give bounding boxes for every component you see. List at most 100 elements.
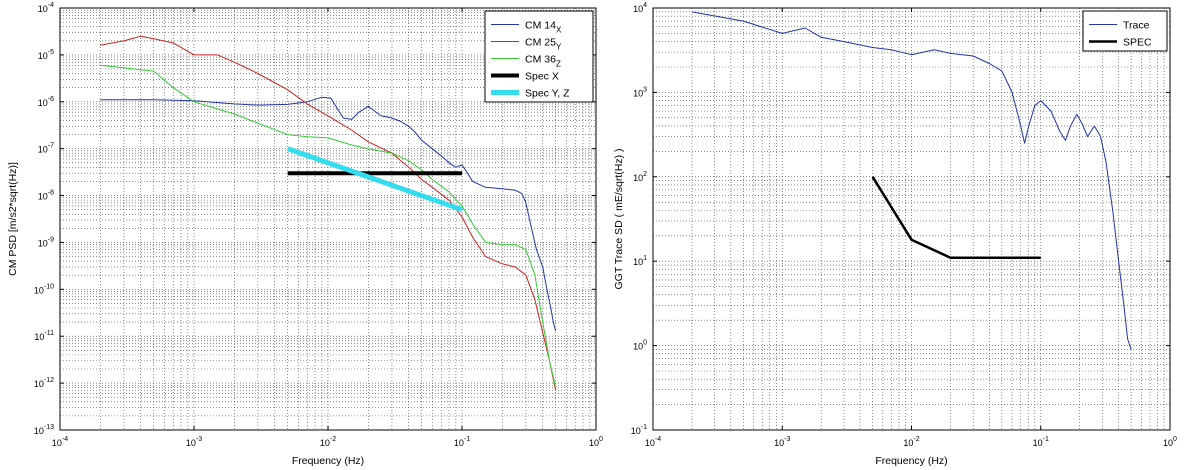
x-tick-base: 10	[52, 438, 62, 448]
y-tick-label: 10-12	[34, 377, 54, 389]
y-tick-exponent: -5	[48, 49, 54, 56]
x-tick-label: 10-1	[1033, 436, 1049, 448]
y-tick-base: 10	[34, 379, 44, 389]
y-tick-base: 10	[633, 173, 643, 183]
right-y-axis-label: GGT Trace SD ( mE/sqrt(Hz) )	[613, 149, 625, 290]
series-line-1	[871, 176, 1041, 259]
y-tick-label: 10-9	[38, 236, 54, 248]
legend-label: CM 14X	[525, 20, 562, 35]
y-tick-exponent: -11	[44, 330, 54, 337]
y-tick-exponent: -8	[48, 190, 54, 197]
right-x-axis-label: Frequency (Hz)	[875, 455, 947, 467]
x-tick-exponent: 0	[1173, 436, 1177, 443]
y-tick-base: 10	[633, 342, 643, 352]
legend-series-subscript: X	[556, 26, 562, 35]
x-tick-exponent: -4	[655, 436, 661, 443]
x-tick-base: 10	[454, 438, 464, 448]
y-tick-exponent: -12	[44, 377, 54, 384]
legend-series-name: Spec Y, Z	[525, 88, 570, 100]
legend-label: Spec X	[525, 71, 559, 83]
y-tick-label: 102	[633, 171, 647, 183]
x-tick-exponent: -3	[196, 436, 202, 443]
y-tick-label: 101	[633, 255, 647, 267]
x-tick-label: 10-4	[52, 436, 68, 448]
y-tick-label: 100	[633, 340, 647, 352]
y-tick-base: 10	[38, 192, 48, 202]
series-line-1	[100, 35, 557, 391]
x-tick-label: 10-3	[186, 436, 202, 448]
x-tick-base: 10	[1033, 438, 1043, 448]
y-tick-label: 104	[633, 2, 647, 14]
y-tick-label: 10-10	[34, 283, 54, 295]
y-tick-label: 10-5	[38, 49, 54, 61]
x-tick-label: 10-2	[903, 436, 919, 448]
legend-series-name: CM 25	[525, 37, 556, 49]
x-tick-label: 100	[589, 436, 603, 448]
legend-label: Trace	[1123, 20, 1150, 32]
y-tick-exponent: -10	[44, 283, 54, 290]
y-tick-exponent: 2	[643, 171, 647, 178]
legend-series-subscript: Y	[556, 43, 562, 52]
y-tick-base: 10	[633, 257, 643, 267]
left-y-axis-label: CM PSD [m/s2*sqrt(Hz)]	[7, 162, 19, 276]
x-tick-base: 10	[589, 438, 599, 448]
right-chart-grid	[653, 8, 1170, 430]
y-tick-label: 10-8	[38, 190, 54, 202]
x-tick-exponent: -4	[62, 436, 68, 443]
y-tick-base: 10	[38, 238, 48, 248]
series-line-4	[286, 146, 463, 213]
y-tick-exponent: 1	[643, 255, 647, 262]
y-tick-base: 10	[633, 88, 643, 98]
y-tick-exponent: 4	[643, 2, 647, 9]
x-tick-exponent: 0	[599, 436, 603, 443]
legend-label: CM 36Z	[525, 54, 561, 69]
right-chart-plot-area	[691, 11, 1132, 350]
x-tick-label: 10-4	[645, 436, 661, 448]
y-tick-base: 10	[38, 98, 48, 108]
x-tick-exponent: -1	[464, 436, 470, 443]
x-tick-label: 10-1	[454, 436, 470, 448]
x-tick-base: 10	[774, 438, 784, 448]
series-line-0	[691, 11, 1132, 350]
x-tick-label: 10-2	[320, 436, 336, 448]
y-tick-exponent: -6	[48, 96, 54, 103]
legend-label: SPEC	[1123, 37, 1152, 49]
y-tick-exponent: -13	[44, 424, 54, 431]
y-tick-label: 10-11	[34, 330, 54, 342]
legend-label: CM 25Y	[525, 37, 562, 52]
legend-box	[484, 10, 594, 103]
legend-box	[1082, 10, 1168, 52]
x-tick-base: 10	[1163, 438, 1173, 448]
y-tick-exponent: -4	[48, 2, 54, 9]
legend-series-name: SPEC	[1123, 37, 1152, 49]
y-tick-exponent: 0	[643, 340, 647, 347]
y-tick-exponent: 3	[643, 86, 647, 93]
y-tick-base: 10	[34, 332, 44, 342]
x-tick-exponent: -2	[913, 436, 919, 443]
x-tick-base: 10	[186, 438, 196, 448]
y-tick-label: 10-7	[38, 143, 54, 155]
y-tick-label: 10-1	[631, 424, 647, 436]
legend-series-subscript: Z	[556, 60, 561, 69]
y-tick-label: 10-13	[34, 424, 54, 436]
y-tick-label: 10-4	[38, 2, 54, 14]
y-tick-base: 10	[38, 145, 48, 155]
y-tick-base: 10	[631, 426, 641, 436]
y-tick-base: 10	[38, 51, 48, 61]
legend-series-name: CM 14	[525, 20, 556, 32]
left-chart-ticks: 10-4 10-3 10-2 10-1 10010-1310-1210-1110-101…	[34, 2, 603, 448]
legend-label: Spec Y, Z	[525, 88, 570, 100]
x-tick-base: 10	[320, 438, 330, 448]
series-line-2	[100, 64, 557, 388]
x-tick-exponent: -3	[784, 436, 790, 443]
series-line-0	[100, 96, 557, 332]
y-tick-exponent: -1	[641, 424, 647, 431]
y-tick-exponent: -9	[48, 236, 54, 243]
y-tick-label: 10-6	[38, 96, 54, 108]
legend-series-name: CM 36	[525, 54, 556, 66]
y-tick-exponent: -7	[48, 143, 54, 150]
x-tick-label: 100	[1163, 436, 1177, 448]
left-x-axis-label: Frequency (Hz)	[292, 455, 364, 467]
